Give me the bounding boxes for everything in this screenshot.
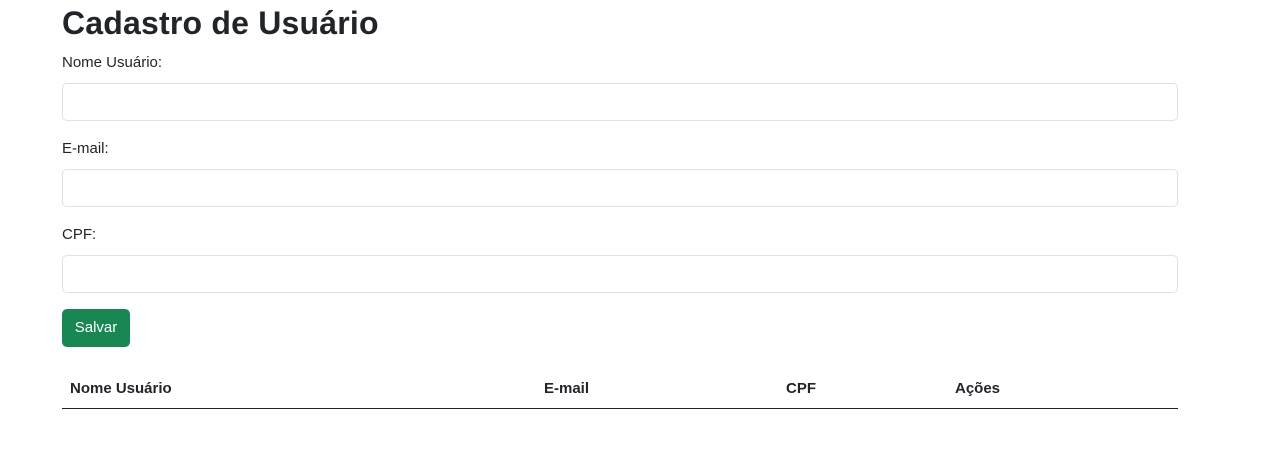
user-form: Nome Usuário: E-mail: CPF: Salvar: [62, 53, 1178, 347]
name-label: Nome Usuário:: [62, 54, 163, 71]
table-header-row: Nome Usuário E-mail CPF Ações: [62, 371, 1178, 409]
column-header-email: E-mail: [536, 371, 778, 409]
name-input[interactable]: [62, 83, 1178, 121]
name-field-group: Nome Usuário:: [62, 53, 1178, 121]
column-header-actions: Ações: [947, 371, 1178, 409]
user-registration-page: Cadastro de Usuário Nome Usuário: E-mail…: [62, 0, 1178, 409]
cpf-field-group: CPF:: [62, 225, 1178, 293]
users-table-header: Nome Usuário E-mail CPF Ações: [62, 371, 1178, 409]
users-table: Nome Usuário E-mail CPF Ações: [62, 371, 1178, 409]
cpf-label: CPF:: [62, 226, 97, 243]
cpf-input[interactable]: [62, 255, 1178, 293]
email-field-group: E-mail:: [62, 139, 1178, 207]
save-button[interactable]: Salvar: [62, 309, 130, 347]
page-title: Cadastro de Usuário: [62, 5, 379, 41]
column-header-name: Nome Usuário: [62, 371, 536, 409]
column-header-cpf: CPF: [778, 371, 947, 409]
email-label: E-mail:: [62, 140, 109, 157]
email-input[interactable]: [62, 169, 1178, 207]
